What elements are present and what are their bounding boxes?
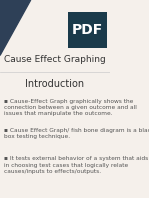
Text: ▪ It tests external behavior of a system that aids
in choosing test cases that l: ▪ It tests external behavior of a system… bbox=[4, 156, 149, 174]
Text: ▪ Cause-Effect Graph graphically shows the
connection between a given outcome an: ▪ Cause-Effect Graph graphically shows t… bbox=[4, 99, 137, 116]
Text: Cause Effect Graphing: Cause Effect Graphing bbox=[4, 55, 106, 64]
FancyBboxPatch shape bbox=[68, 12, 107, 48]
Polygon shape bbox=[0, 0, 31, 55]
Text: Introduction: Introduction bbox=[25, 79, 84, 89]
Text: ▪ Cause Effect Graph/ fish bone diagram is a black
box testing technique.: ▪ Cause Effect Graph/ fish bone diagram … bbox=[4, 128, 149, 139]
Text: PDF: PDF bbox=[72, 23, 103, 37]
